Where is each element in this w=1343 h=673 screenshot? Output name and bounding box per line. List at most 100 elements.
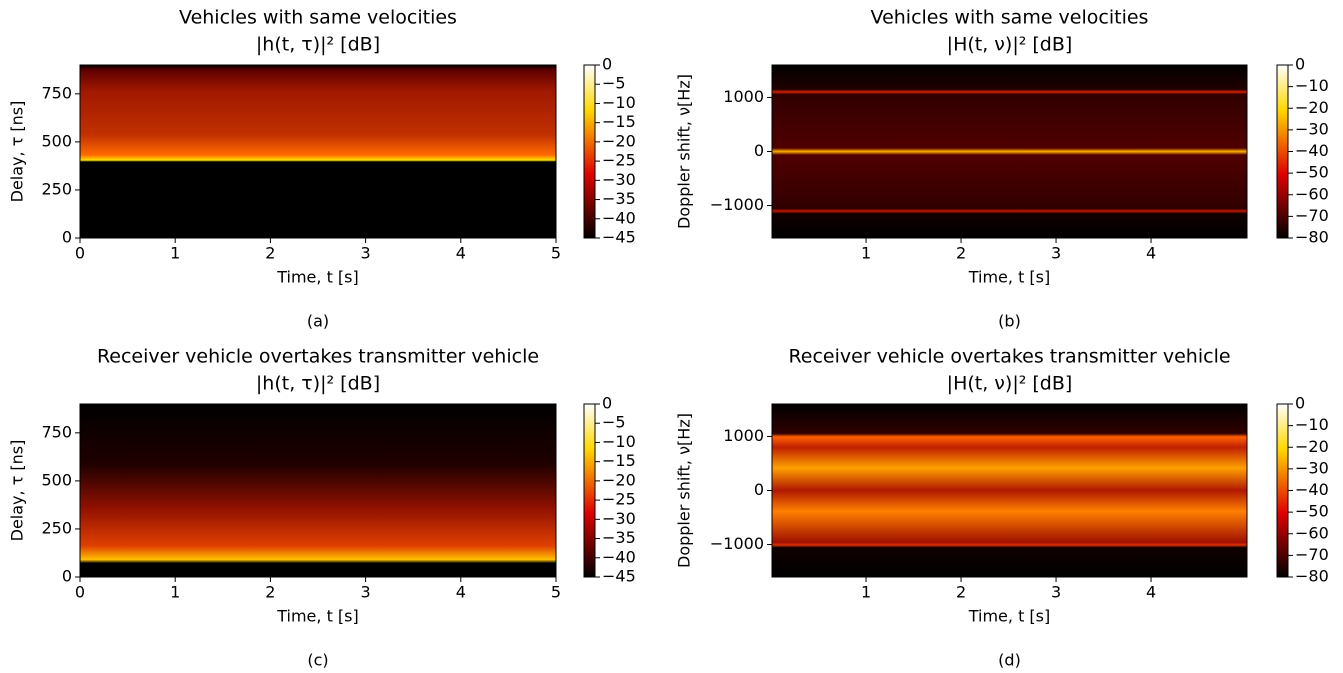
y-axis-label: Doppler shift, ν[Hz] xyxy=(675,413,694,568)
x-tick-label: 2 xyxy=(265,583,275,602)
colorbar xyxy=(1276,403,1289,578)
colorbar-tick-label: 0 xyxy=(602,394,612,413)
colorbar-tick-label: −10 xyxy=(602,432,636,451)
x-tick-label: 1 xyxy=(170,244,180,263)
y-tick-label: 0 xyxy=(62,567,72,586)
y-tick-label: 250 xyxy=(41,179,72,198)
y-tick-label: 0 xyxy=(62,228,72,247)
heatmap-image xyxy=(772,404,1247,577)
x-tick-label: 3 xyxy=(1051,244,1061,263)
y-tick-label: −1000 xyxy=(710,534,764,553)
x-tick-label: 0 xyxy=(75,244,85,263)
y-tick-label: 1000 xyxy=(723,87,764,106)
colorbar-tick-label: −50 xyxy=(1295,502,1329,521)
colorbar-tick-label: −20 xyxy=(1295,437,1329,456)
colorbar-tick-label: −60 xyxy=(1295,523,1329,542)
y-tick-label: 1000 xyxy=(723,426,764,445)
x-tick-label: 4 xyxy=(456,244,466,263)
y-tick-label: 750 xyxy=(41,422,72,441)
x-tick-label: 2 xyxy=(956,244,966,263)
colorbar xyxy=(1276,64,1289,239)
caption: (d) xyxy=(998,651,1021,670)
heatmap-image xyxy=(772,65,1247,238)
colorbar-tick-label: −40 xyxy=(1295,141,1329,160)
y-tick-label: 500 xyxy=(41,470,72,489)
colorbar-tick-label: −30 xyxy=(602,170,636,189)
x-tick-label: 5 xyxy=(551,244,561,263)
chart-title: Receiver vehicle overtakes transmitter v… xyxy=(788,346,1230,368)
colorbar-tick-label: −30 xyxy=(602,509,636,528)
caption: (b) xyxy=(998,312,1021,331)
colorbar xyxy=(583,64,596,239)
y-tick-label: 750 xyxy=(41,83,72,102)
colorbar-tick-label: −10 xyxy=(1295,76,1329,95)
x-tick-label: 4 xyxy=(456,583,466,602)
chart-subtitle: |h(t, τ)|² [dB] xyxy=(256,34,380,56)
x-axis-label: Time, t [s] xyxy=(968,268,1051,287)
colorbar xyxy=(583,403,596,578)
x-tick-label: 4 xyxy=(1146,583,1156,602)
colorbar-tick-label: −25 xyxy=(602,151,636,170)
chart-subtitle: |H(t, ν)|² [dB] xyxy=(947,34,1073,56)
y-axis-label: Delay, τ [ns] xyxy=(8,101,27,203)
colorbar-tick-label: −40 xyxy=(1295,480,1329,499)
plot-frame xyxy=(79,64,557,239)
y-axis-label: Doppler shift, ν[Hz] xyxy=(675,74,694,229)
y-tick-label: 500 xyxy=(41,131,72,150)
colorbar-tick-label: 0 xyxy=(602,55,612,74)
caption: (a) xyxy=(307,312,329,331)
x-axis-label: Time, t [s] xyxy=(276,607,359,626)
x-tick-label: 1 xyxy=(170,583,180,602)
colorbar-tick-label: −10 xyxy=(1295,415,1329,434)
colorbar-tick-label: −45 xyxy=(602,567,636,586)
x-axis-label: Time, t [s] xyxy=(276,268,359,287)
colorbar-tick-label: −40 xyxy=(602,547,636,566)
x-tick-label: 3 xyxy=(1051,583,1061,602)
colorbar-tick-label: −80 xyxy=(1295,228,1329,247)
colorbar-tick-label: −40 xyxy=(602,208,636,227)
colorbar-tick-label: −20 xyxy=(602,470,636,489)
colorbar-tick-label: −20 xyxy=(1295,98,1329,117)
x-tick-label: 3 xyxy=(361,244,371,263)
heatmap-image xyxy=(80,404,556,577)
x-tick-label: 2 xyxy=(956,583,966,602)
colorbar-tick-label: 0 xyxy=(1295,55,1305,74)
chart-subtitle: |h(t, τ)|² [dB] xyxy=(256,373,380,395)
y-tick-label: −1000 xyxy=(710,195,764,214)
colorbar-tick-label: −30 xyxy=(1295,458,1329,477)
colorbar-tick-label: −20 xyxy=(602,131,636,150)
caption: (c) xyxy=(307,651,328,670)
colorbar-tick-label: −15 xyxy=(602,112,636,131)
y-tick-label: 0 xyxy=(754,141,764,160)
y-axis-label: Delay, τ [ns] xyxy=(8,440,27,542)
chart-title: Receiver vehicle overtakes transmitter v… xyxy=(97,346,539,368)
x-tick-label: 3 xyxy=(361,583,371,602)
y-tick-label: 0 xyxy=(754,480,764,499)
x-tick-label: 2 xyxy=(265,244,275,263)
x-tick-label: 1 xyxy=(861,244,871,263)
x-tick-label: 5 xyxy=(551,583,561,602)
colorbar-tick-label: −50 xyxy=(1295,163,1329,182)
x-tick-label: 1 xyxy=(861,583,871,602)
colorbar-tick-label: −35 xyxy=(602,528,636,547)
colorbar-tick-label: −30 xyxy=(1295,119,1329,138)
x-tick-label: 0 xyxy=(75,583,85,602)
plot-frame xyxy=(79,403,557,578)
heatmap-image xyxy=(80,65,556,238)
colorbar-tick-label: −60 xyxy=(1295,184,1329,203)
colorbar-tick-label: −70 xyxy=(1295,545,1329,564)
colorbar-tick-label: −5 xyxy=(602,413,626,432)
colorbar-tick-label: −5 xyxy=(602,74,626,93)
colorbar-tick-label: −70 xyxy=(1295,206,1329,225)
chart-title: Vehicles with same velocities xyxy=(871,7,1149,29)
x-tick-label: 4 xyxy=(1146,244,1156,263)
y-tick-label: 250 xyxy=(41,518,72,537)
chart-title: Vehicles with same velocities xyxy=(179,7,457,29)
chart-subtitle: |H(t, ν)|² [dB] xyxy=(947,373,1073,395)
colorbar-tick-label: −25 xyxy=(602,490,636,509)
colorbar-tick-label: −45 xyxy=(602,228,636,247)
colorbar-tick-label: −10 xyxy=(602,93,636,112)
x-axis-label: Time, t [s] xyxy=(968,607,1051,626)
colorbar-tick-label: 0 xyxy=(1295,394,1305,413)
